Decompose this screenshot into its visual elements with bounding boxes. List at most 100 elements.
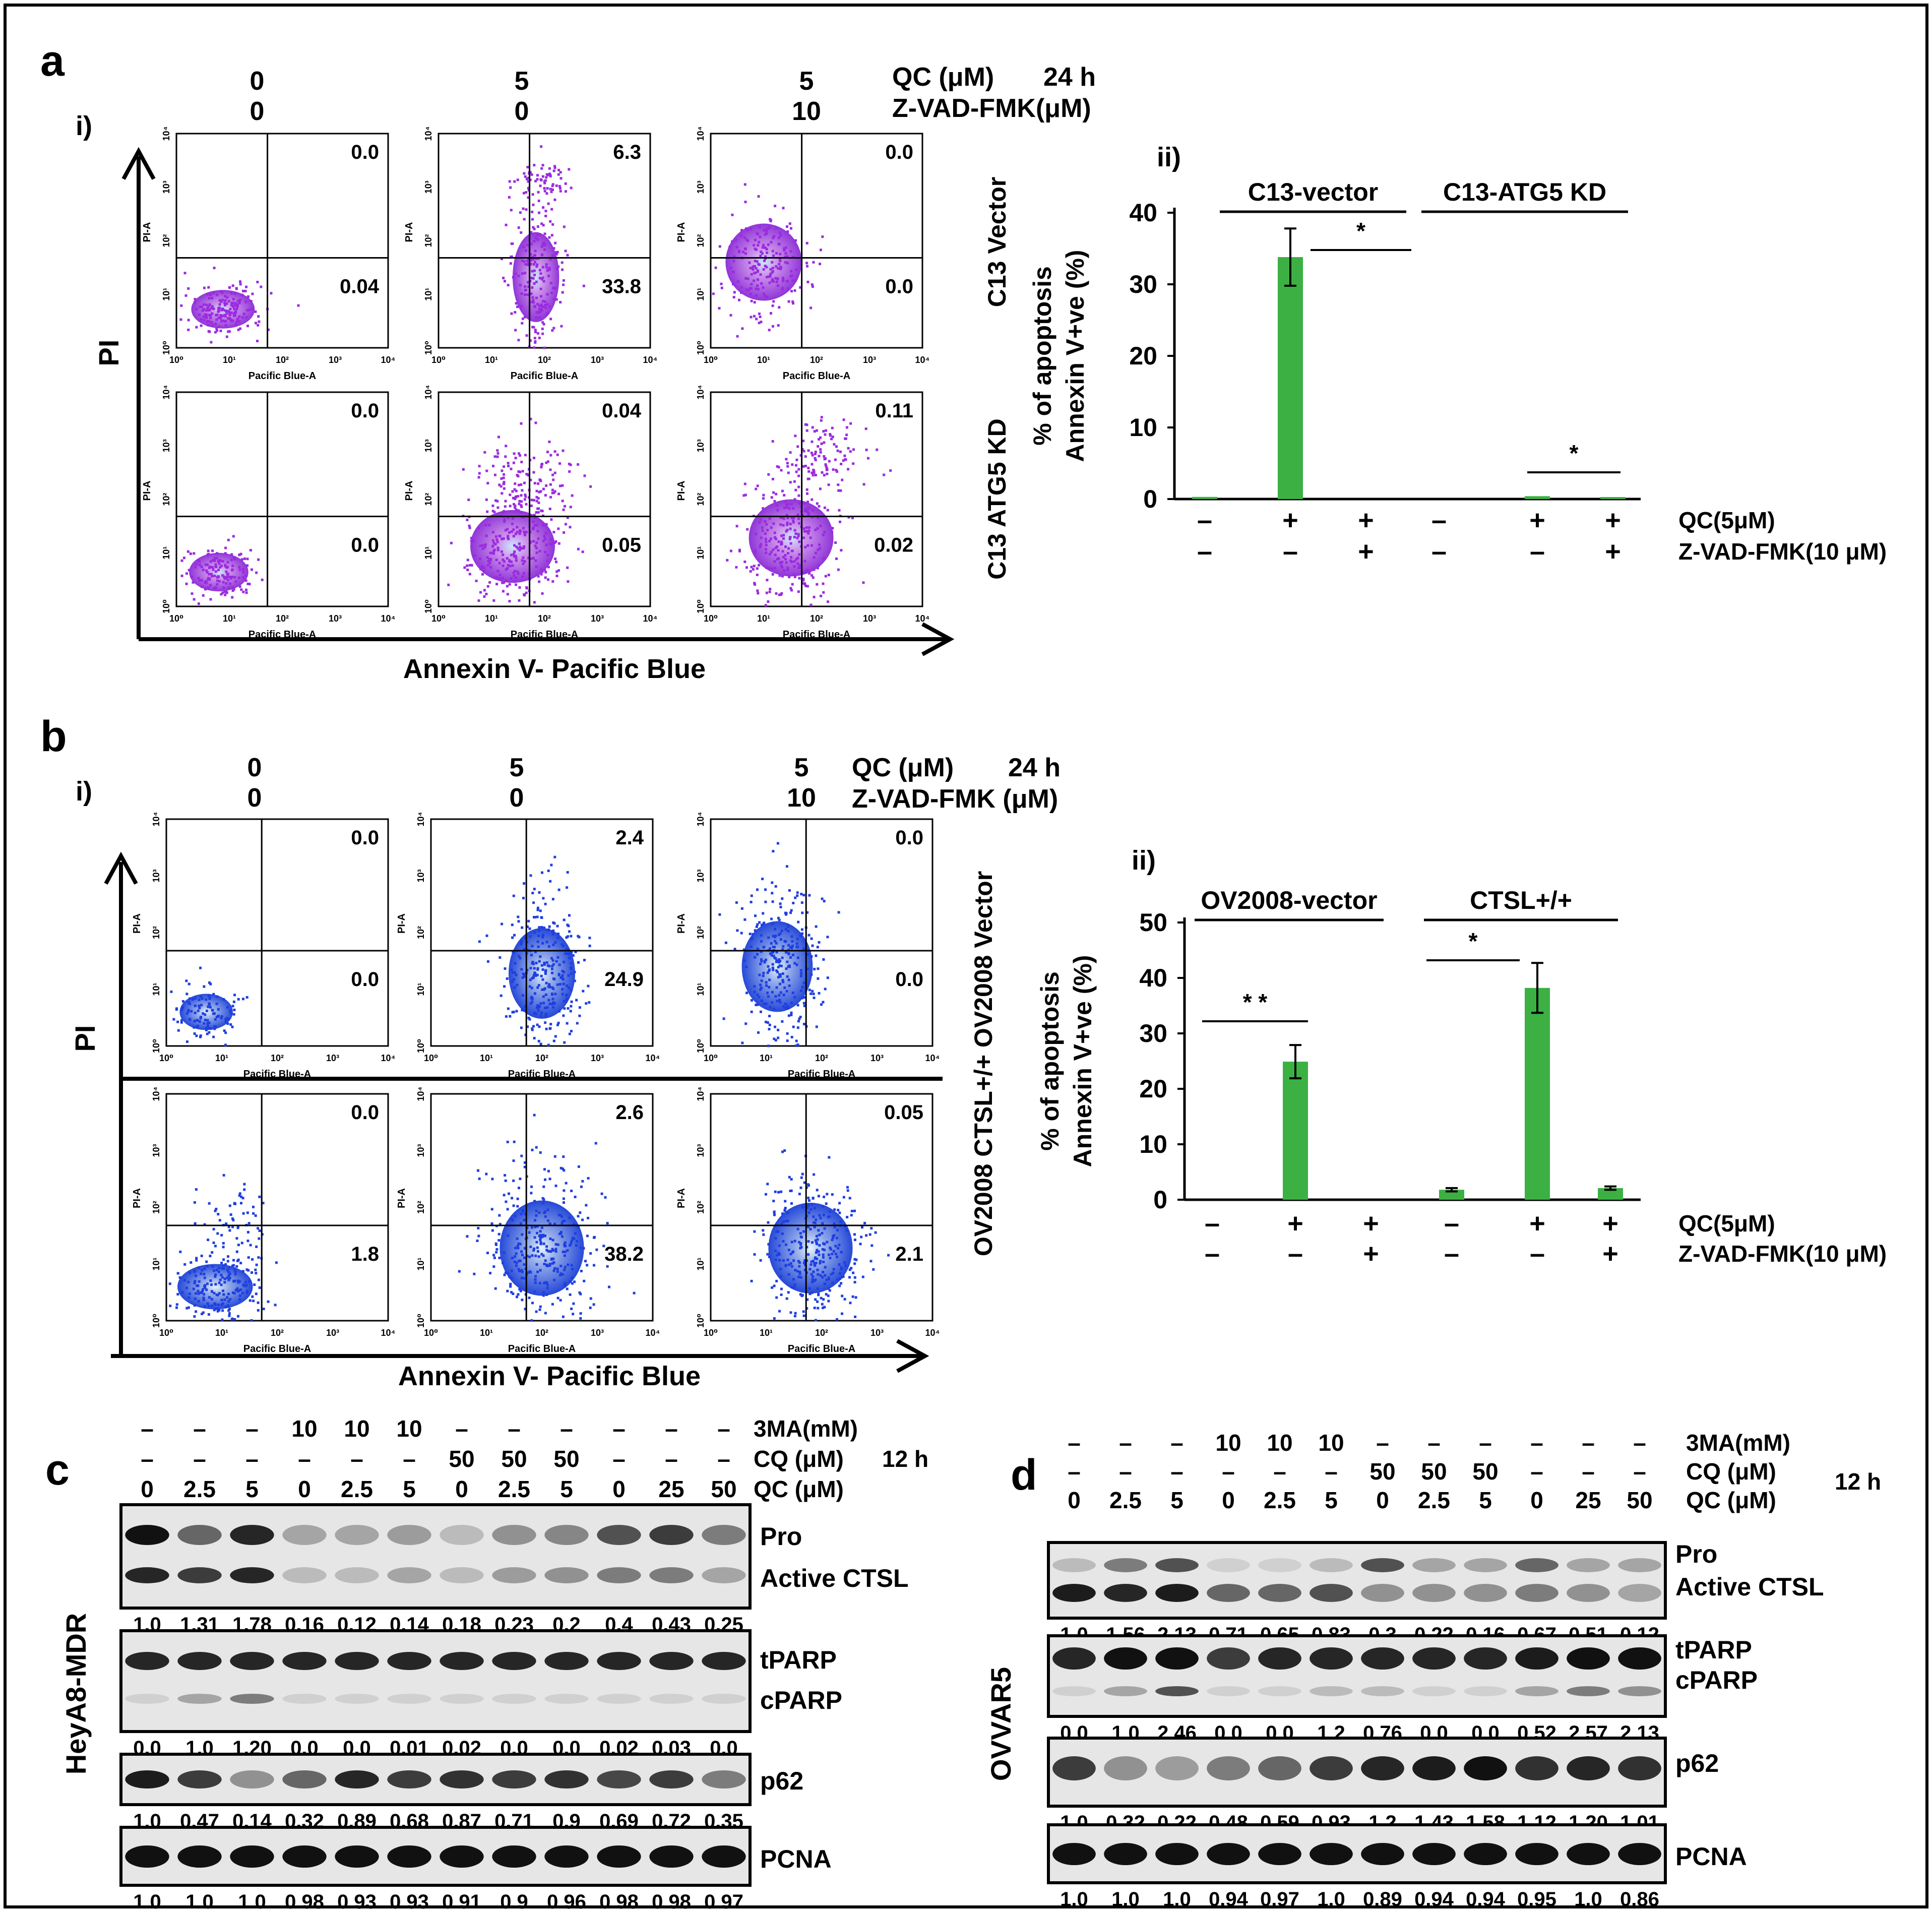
blot-lane-condition: –	[350, 1446, 363, 1472]
facs-event-dot	[503, 985, 506, 988]
facs-event-dot	[807, 1204, 810, 1206]
facs-event-dot	[523, 560, 526, 563]
blot-lane-condition: –	[1633, 1430, 1646, 1456]
blot-time-label: 12 h	[1835, 1468, 1881, 1495]
facs-event-dot	[238, 301, 241, 304]
facs-event-dot	[529, 540, 532, 543]
facs-event-dot	[534, 236, 537, 239]
facs-event-dot	[790, 290, 793, 293]
facs-event-dot	[540, 1226, 543, 1229]
facs-event-dot	[544, 550, 547, 553]
facs-event-dot	[839, 450, 842, 453]
facs-event-dot	[233, 1202, 236, 1205]
facs-event-dot	[838, 1244, 841, 1247]
facs-event-dot	[534, 331, 537, 334]
facs-event-dot	[770, 312, 772, 315]
facs-event-dot	[793, 996, 796, 999]
facs-event-dot	[786, 960, 789, 963]
facs-event-dot	[813, 595, 816, 598]
facs-event-dot	[193, 1032, 196, 1035]
facs-event-dot	[839, 1220, 842, 1223]
facs-event-dot	[800, 989, 803, 992]
facs-event-dot	[199, 1034, 202, 1037]
facs-event-dot	[552, 963, 555, 966]
facs-event-dot	[539, 1241, 542, 1244]
facs-event-dot	[194, 1011, 197, 1014]
facs-event-dot	[796, 445, 799, 448]
facs-event-dot	[251, 568, 253, 571]
facs-event-dot	[521, 575, 524, 578]
facs-event-dot	[543, 1235, 546, 1238]
facs-event-dot	[551, 254, 554, 257]
facs-event-dot	[214, 1245, 217, 1248]
facs-event-dot	[533, 269, 536, 272]
facs-event-dot	[524, 454, 527, 457]
facs-event-dot	[546, 173, 549, 176]
chart-y-tick-label: 10	[1129, 413, 1157, 442]
facs-event-dot	[540, 466, 543, 469]
facs-event-dot	[584, 1260, 587, 1263]
blot-lane-condition: 25	[1575, 1487, 1601, 1513]
facs-event-dot	[793, 289, 796, 292]
blot-lane-condition: –	[1170, 1430, 1183, 1456]
facs-event-dot	[768, 539, 771, 542]
facs-event-dot	[546, 269, 549, 272]
facs-event-dot	[816, 502, 819, 505]
facs-event-dot	[561, 974, 564, 977]
facs-event-dot	[775, 1230, 778, 1233]
facs-event-dot	[789, 1253, 792, 1256]
facs-event-dot	[508, 1192, 510, 1195]
facs-event-dot	[757, 244, 760, 247]
facs-event-dot	[772, 254, 775, 257]
facs-event-dot	[798, 577, 801, 580]
blot-strip-pcna: 1.0 1.0 1.0 0.94 0.97 1.0 0.89 0.94 0.94 0.95 1.0 0…	[1047, 1823, 1667, 1910]
facs-event-dot	[529, 1002, 532, 1005]
facs-event-dot	[787, 471, 790, 474]
facs-event-dot	[203, 319, 206, 322]
facs-event-dot	[771, 1001, 774, 1004]
facs-event-dot	[225, 576, 228, 579]
blot-band	[125, 1845, 169, 1868]
facs-event-dot	[763, 229, 766, 232]
facs-event-dot	[540, 573, 543, 576]
facs-event-dot	[477, 599, 480, 602]
facs-event-dot	[233, 292, 236, 295]
facs-event-dot	[566, 984, 569, 987]
facs-event-dot	[802, 947, 805, 950]
facs-event-dot	[542, 1002, 545, 1005]
facs-event-dot	[579, 1246, 582, 1249]
facs-event-dot	[195, 326, 198, 329]
facs-event-dot	[220, 1283, 223, 1286]
facs-event-dot	[211, 296, 214, 299]
blot-cell-line-label: OVVAR5	[985, 1667, 1017, 1781]
facs-event-dot	[506, 1289, 509, 1292]
facs-event-dot	[549, 538, 552, 541]
facs-event-dot	[555, 184, 558, 187]
facs-event-dot	[554, 241, 557, 244]
facs-event-dot	[485, 592, 488, 595]
facs-event-dot	[211, 1290, 213, 1293]
facs-event-dot	[558, 1010, 561, 1013]
facs-event-dot	[824, 457, 827, 460]
facs-event-dot	[232, 1013, 235, 1016]
facs-event-dot	[818, 505, 821, 508]
facs-event-dot	[816, 946, 819, 949]
facs-event-dot	[527, 1016, 530, 1019]
blot-band	[1618, 1558, 1661, 1572]
facs-event-dot	[811, 1280, 814, 1283]
facs-event-dot	[487, 564, 489, 567]
facs-event-dot	[208, 308, 211, 311]
blot-band	[1258, 1558, 1301, 1572]
facs-event-dot	[224, 1031, 227, 1034]
facs-event-dot	[535, 541, 538, 544]
facs-event-dot	[770, 241, 773, 243]
facs-event-dot	[796, 562, 799, 565]
facs-event-dot	[198, 560, 201, 563]
facs-event-dot	[243, 1188, 246, 1191]
facs-event-dot	[516, 570, 519, 573]
facs-event-dot	[201, 1269, 204, 1272]
blot-band	[597, 1845, 641, 1868]
facs-event-dot	[230, 569, 233, 572]
